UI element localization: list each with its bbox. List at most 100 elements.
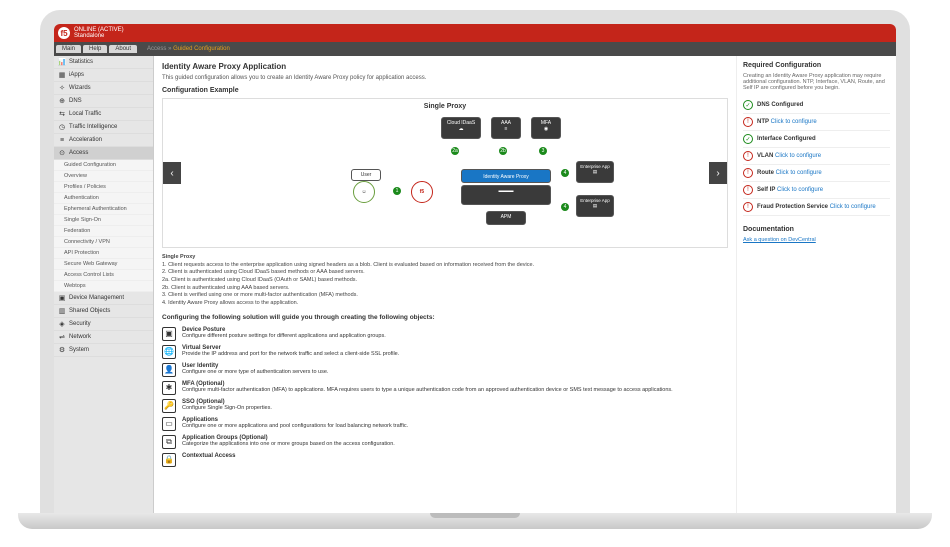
sidebar-subitem-secure-web-gateway[interactable]: Secure Web Gateway [54, 259, 153, 270]
flow-step-2a: 2a [451, 147, 459, 155]
object-row-sso-optional-: 🔑SSO (Optional)Configure Single Sign-On … [162, 397, 728, 415]
breadcrumb-current: Guided Configuration [173, 46, 230, 52]
sidebar-item-shared-objects[interactable]: ▥Shared Objects [54, 305, 153, 318]
sidebar-icon: ⊕ [58, 97, 66, 105]
object-row-application-groups-optional-: ⧉Application Groups (Optional)Categorize… [162, 433, 728, 451]
required-item-fraud-protection-service: !Fraud Protection Service Click to confi… [743, 199, 890, 216]
check-icon: ✓ [743, 100, 753, 110]
object-desc: Configure one or more type of authentica… [182, 369, 328, 375]
object-icon: 👤 [162, 363, 176, 377]
sidebar-item-wizards[interactable]: ✧Wizards [54, 82, 153, 95]
sidebar-subitem-guided-configuration[interactable]: Guided Configuration [54, 160, 153, 171]
sidebar-item-security[interactable]: ◈Security [54, 318, 153, 331]
sidebar-subitem-profiles-policies[interactable]: Profiles / Policies [54, 182, 153, 193]
diagram-single-proxy: Single Proxy Cloud IDaaS☁ AAA≡ MFA◉ Iden… [181, 99, 709, 247]
required-label: Route Click to configure [757, 170, 822, 176]
sidebar-icon: ▦ [58, 71, 66, 79]
step-line: 4. Identity Aware Proxy allows access to… [162, 300, 728, 308]
configure-link[interactable]: Click to configure [775, 153, 821, 159]
node-mfa: MFA◉ [531, 117, 561, 139]
object-icon: ✱ [162, 381, 176, 395]
sidebar-item-traffic-intelligence[interactable]: ◷Traffic Intelligence [54, 121, 153, 134]
sidebar-subitem-ephemeral-authentication[interactable]: Ephemeral Authentication [54, 204, 153, 215]
sidebar-subitem-single-sign-on[interactable]: Single Sign-On [54, 215, 153, 226]
alert-icon: ! [743, 168, 753, 178]
sidebar-item-access[interactable]: ⊙Access [54, 147, 153, 160]
sidebar-item-device-management[interactable]: ▣Device Management [54, 292, 153, 305]
sidebar-icon: ≡ [58, 136, 66, 144]
required-item-dns-configured: ✓DNS Configured [743, 97, 890, 114]
required-item-interface-configured: ✓Interface Configured [743, 131, 890, 148]
node-user: User [351, 169, 381, 181]
object-desc: Configure different posture settings for… [182, 333, 386, 339]
configure-link[interactable]: Click to configure [830, 204, 876, 210]
alert-icon: ! [743, 185, 753, 195]
tab-main[interactable]: Main [56, 45, 81, 53]
node-apm: APM [486, 211, 526, 225]
carousel-next-button[interactable]: › [709, 162, 727, 184]
required-item-self-ip: ! Self IP Click to configure [743, 182, 890, 199]
sidebar-subitem-api-protection[interactable]: API Protection [54, 248, 153, 259]
node-cloud-idaas: Cloud IDaaS☁ [441, 117, 481, 139]
documentation-title: Documentation [743, 226, 890, 233]
sidebar-item-statistics[interactable]: 📊Statistics [54, 56, 153, 69]
required-config-title: Required Configuration [743, 62, 890, 69]
sidebar-item-iapps[interactable]: ▦iApps [54, 69, 153, 82]
step-line: 2a. Client is authenticated using Cloud … [162, 277, 728, 285]
configure-link[interactable]: Click to configure [776, 170, 822, 176]
sidebar-item-local-traffic[interactable]: ⇆Local Traffic [54, 108, 153, 121]
documentation-link[interactable]: Ask a question on DevCentral [743, 237, 816, 243]
app-header: f5 ONLINE (ACTIVE) Standalone [54, 24, 896, 42]
node-iap: Identity Aware Proxy [461, 169, 551, 183]
f5-icon: f5 [411, 181, 433, 203]
flow-step-1: 1 [393, 187, 401, 195]
sidebar-subitem-federation[interactable]: Federation [54, 226, 153, 237]
node-aaa: AAA≡ [491, 117, 521, 139]
sidebar-item-dns[interactable]: ⊕DNS [54, 95, 153, 108]
object-desc: Configure multi-factor authentication (M… [182, 387, 673, 393]
configure-link[interactable]: Click to configure [771, 119, 817, 125]
objects-header: Configuring the following solution will … [162, 314, 728, 321]
required-label: Self IP Click to configure [757, 187, 823, 193]
tab-bar: Main Help About Access » Guided Configur… [54, 42, 896, 56]
sidebar-item-acceleration[interactable]: ≡Acceleration [54, 134, 153, 147]
step-line: 3. Client is verified using one or more … [162, 292, 728, 300]
sidebar-icon: ✧ [58, 84, 66, 92]
step-line: 2b. Client is authenticated using AAA ba… [162, 285, 728, 293]
sidebar-subitem-webtops[interactable]: Webtops [54, 281, 153, 292]
object-row-contextual-access: 🔒Contextual Access [162, 451, 728, 469]
sidebar-icon: ⚙ [58, 346, 66, 354]
sidebar: 📊Statistics▦iApps✧Wizards⊕DNS⇆Local Traf… [54, 56, 154, 517]
f5-logo-icon: f5 [58, 27, 70, 39]
sidebar-subitem-connectivity-vpn[interactable]: Connectivity / VPN [54, 237, 153, 248]
sidebar-item-network[interactable]: ⇌Network [54, 331, 153, 344]
sidebar-subitem-access-control-lists[interactable]: Access Control Lists [54, 270, 153, 281]
object-row-device-posture: ▣Device PostureConfigure different postu… [162, 325, 728, 343]
alert-icon: ! [743, 151, 753, 161]
config-example-heading: Configuration Example [162, 87, 728, 94]
carousel-prev-button[interactable]: ‹ [163, 162, 181, 184]
object-title: Contextual Access [182, 453, 235, 459]
required-label: NTP Click to configure [757, 119, 817, 125]
sidebar-item-system[interactable]: ⚙System [54, 344, 153, 357]
required-label: VLAN Click to configure [757, 153, 821, 159]
sidebar-icon: ⊙ [58, 149, 66, 157]
flow-step-2b: 2b [499, 147, 507, 155]
object-desc: Provide the IP address and port for the … [182, 351, 399, 357]
tab-about[interactable]: About [109, 45, 137, 53]
object-desc: Categorize the applications into one or … [182, 441, 395, 447]
object-desc: Configure one or more applications and p… [182, 423, 408, 429]
steps-block: Single Proxy 1. Client requests access t… [162, 254, 728, 308]
sidebar-subitem-overview[interactable]: Overview [54, 171, 153, 182]
sidebar-icon: ◈ [58, 320, 66, 328]
object-icon: ⧉ [162, 435, 176, 449]
object-icon: 🌐 [162, 345, 176, 359]
sidebar-icon: 📊 [58, 58, 66, 66]
required-item-route: ! Route Click to configure [743, 165, 890, 182]
sidebar-icon: ▣ [58, 294, 66, 302]
steps-title: Single Proxy [162, 254, 195, 260]
tab-help[interactable]: Help [83, 45, 107, 53]
configure-link[interactable]: Click to configure [777, 187, 823, 193]
sidebar-subitem-authentication[interactable]: Authentication [54, 193, 153, 204]
sidebar-icon: ⇆ [58, 110, 66, 118]
